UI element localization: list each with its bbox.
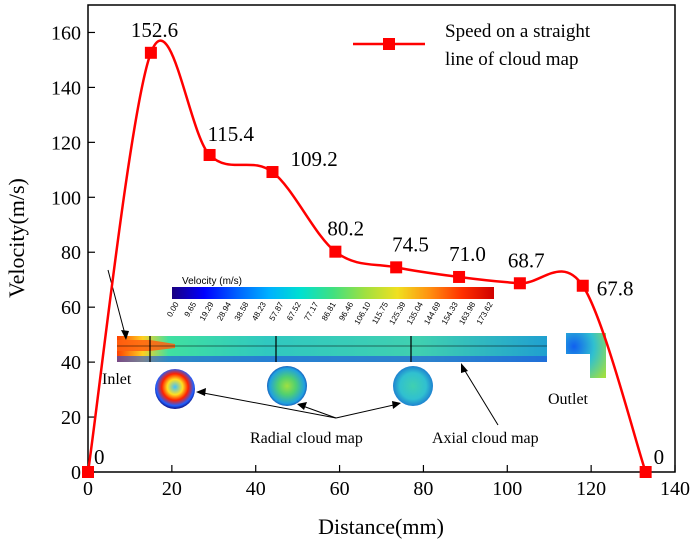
data-label: 0: [94, 445, 105, 469]
x-tick-label: 60: [330, 478, 350, 500]
data-point-marker: [513, 277, 526, 290]
x-tick-label: 80: [413, 478, 433, 500]
colorbar-tick-label: 48.23: [250, 300, 268, 322]
y-tick-label: 20: [61, 407, 81, 429]
data-label: 71.0: [449, 242, 486, 266]
data-label: 152.6: [131, 18, 178, 42]
plot-frame: [87, 4, 676, 473]
radial-pointer-2: [299, 404, 337, 419]
y-tick-label: 100: [51, 187, 81, 209]
legend: Speed on a straight line of cloud map: [353, 21, 595, 70]
axial-pointer-head: [461, 363, 468, 373]
data-label: 109.2: [290, 147, 337, 171]
radial-cloud-map-label: Radial cloud map: [250, 430, 363, 447]
axial-pointer: [461, 365, 499, 426]
inlet-pointer: [107, 269, 127, 339]
x-tick-label: 140: [660, 478, 690, 500]
data-label: 115.4: [208, 122, 255, 146]
colorbar-title: Velocity (m/s): [182, 276, 242, 287]
radial-pointer-1: [197, 391, 337, 419]
legend-label-line-2: line of cloud map: [445, 49, 579, 70]
data-point-marker: [82, 466, 94, 478]
y-tick-label: 120: [51, 132, 81, 154]
x-tick-label: 100: [492, 478, 522, 500]
x-tick-label: 20: [162, 478, 182, 500]
data-point-marker: [203, 148, 216, 161]
colorbar-tick-label: 28.94: [215, 300, 233, 322]
inlet-jet: [117, 340, 175, 351]
colorbar-tick-label: 0.00: [165, 300, 181, 318]
legend-label: Speed on a straight line of cloud map: [445, 21, 595, 70]
colorbar-tick-label: 19.29: [198, 300, 216, 322]
y-tick-label: 160: [51, 22, 81, 44]
colorbar-tick-label: 9.65: [183, 300, 199, 318]
data-label: 80.2: [327, 217, 364, 241]
data-labels: 0 152.6 115.4 109.2 80.2 74.5 71.0 68.7 67.8 0: [94, 18, 664, 469]
colorbar-tick-label: 38.58: [233, 300, 251, 322]
legend-marker: [383, 38, 395, 50]
y-tick-label: 140: [51, 77, 81, 99]
data-label: 68.7: [508, 248, 545, 272]
data-point-marker: [576, 279, 589, 292]
data-point-marker: [144, 46, 157, 59]
radial-pointer-2-head: [297, 402, 307, 410]
y-tick-label: 60: [61, 297, 81, 319]
outlet-label: Outlet: [548, 391, 589, 408]
x-tick-label: 0: [83, 478, 93, 500]
colorbar-tick-label: 173.62: [475, 300, 495, 326]
y-tick-label: 80: [61, 242, 81, 264]
colorbar-tick-label: 67.52: [285, 300, 303, 322]
x-tick-label: 40: [246, 478, 266, 500]
axial-cloud-map-label: Axial cloud map: [432, 430, 539, 447]
x-tick-label: 120: [576, 478, 606, 500]
y-tick-label: 0: [71, 462, 81, 484]
axial-cloud-map-edge: [117, 356, 547, 362]
tick-labels: 0 20 40 60 80 100 120 140 0 20 40 60 80 100 120 140 160: [51, 22, 690, 500]
y-axis-title: Velocity(m/s): [4, 178, 29, 298]
colorbar-tick-label: 106.10: [353, 300, 373, 326]
data-label: 67.8: [597, 277, 634, 301]
speed-series-line: [86, 39, 647, 473]
outlet-cloud-map: [566, 333, 606, 378]
data-label: 74.5: [392, 232, 429, 256]
radial-cloud-map-1: [155, 369, 195, 409]
y-tick-label: 40: [61, 352, 81, 374]
radial-pointer-1-head: [196, 388, 206, 396]
x-axis-title: Distance(mm): [318, 514, 444, 539]
colorbar-tick-label: 77.17: [302, 300, 320, 322]
inlet-pointer-head: [121, 330, 129, 340]
radial-pointer-3-head: [392, 401, 401, 409]
speed-series-markers: [82, 46, 652, 478]
colorbar-tick-label: 57.87: [268, 300, 286, 322]
colorbar: [172, 287, 494, 299]
data-point-marker: [329, 245, 342, 258]
radial-cloud-map-2: [267, 366, 307, 406]
data-point-marker: [639, 466, 652, 478]
colorbar-tick-label: 86.81: [320, 300, 338, 322]
legend-label-line-1: Speed on a straight: [445, 21, 591, 42]
inlet-label: Inlet: [102, 371, 132, 388]
data-point-marker: [453, 270, 466, 283]
colorbar-ticks: 0.00 9.65 19.29 28.94 38.58 48.23 57.87 67.52 77…: [165, 300, 495, 326]
colorbar-tick-label: 96.46: [337, 300, 355, 322]
data-point-marker: [266, 166, 279, 179]
cloud-map-inset: Velocity (m/s) 0.00 9.65 19.29 28.94 38.58 48…: [102, 269, 606, 447]
radial-cloud-map-3: [393, 366, 433, 406]
data-point-marker: [390, 261, 403, 274]
data-label: 0: [654, 445, 665, 469]
radial-pointer-3: [335, 403, 399, 419]
